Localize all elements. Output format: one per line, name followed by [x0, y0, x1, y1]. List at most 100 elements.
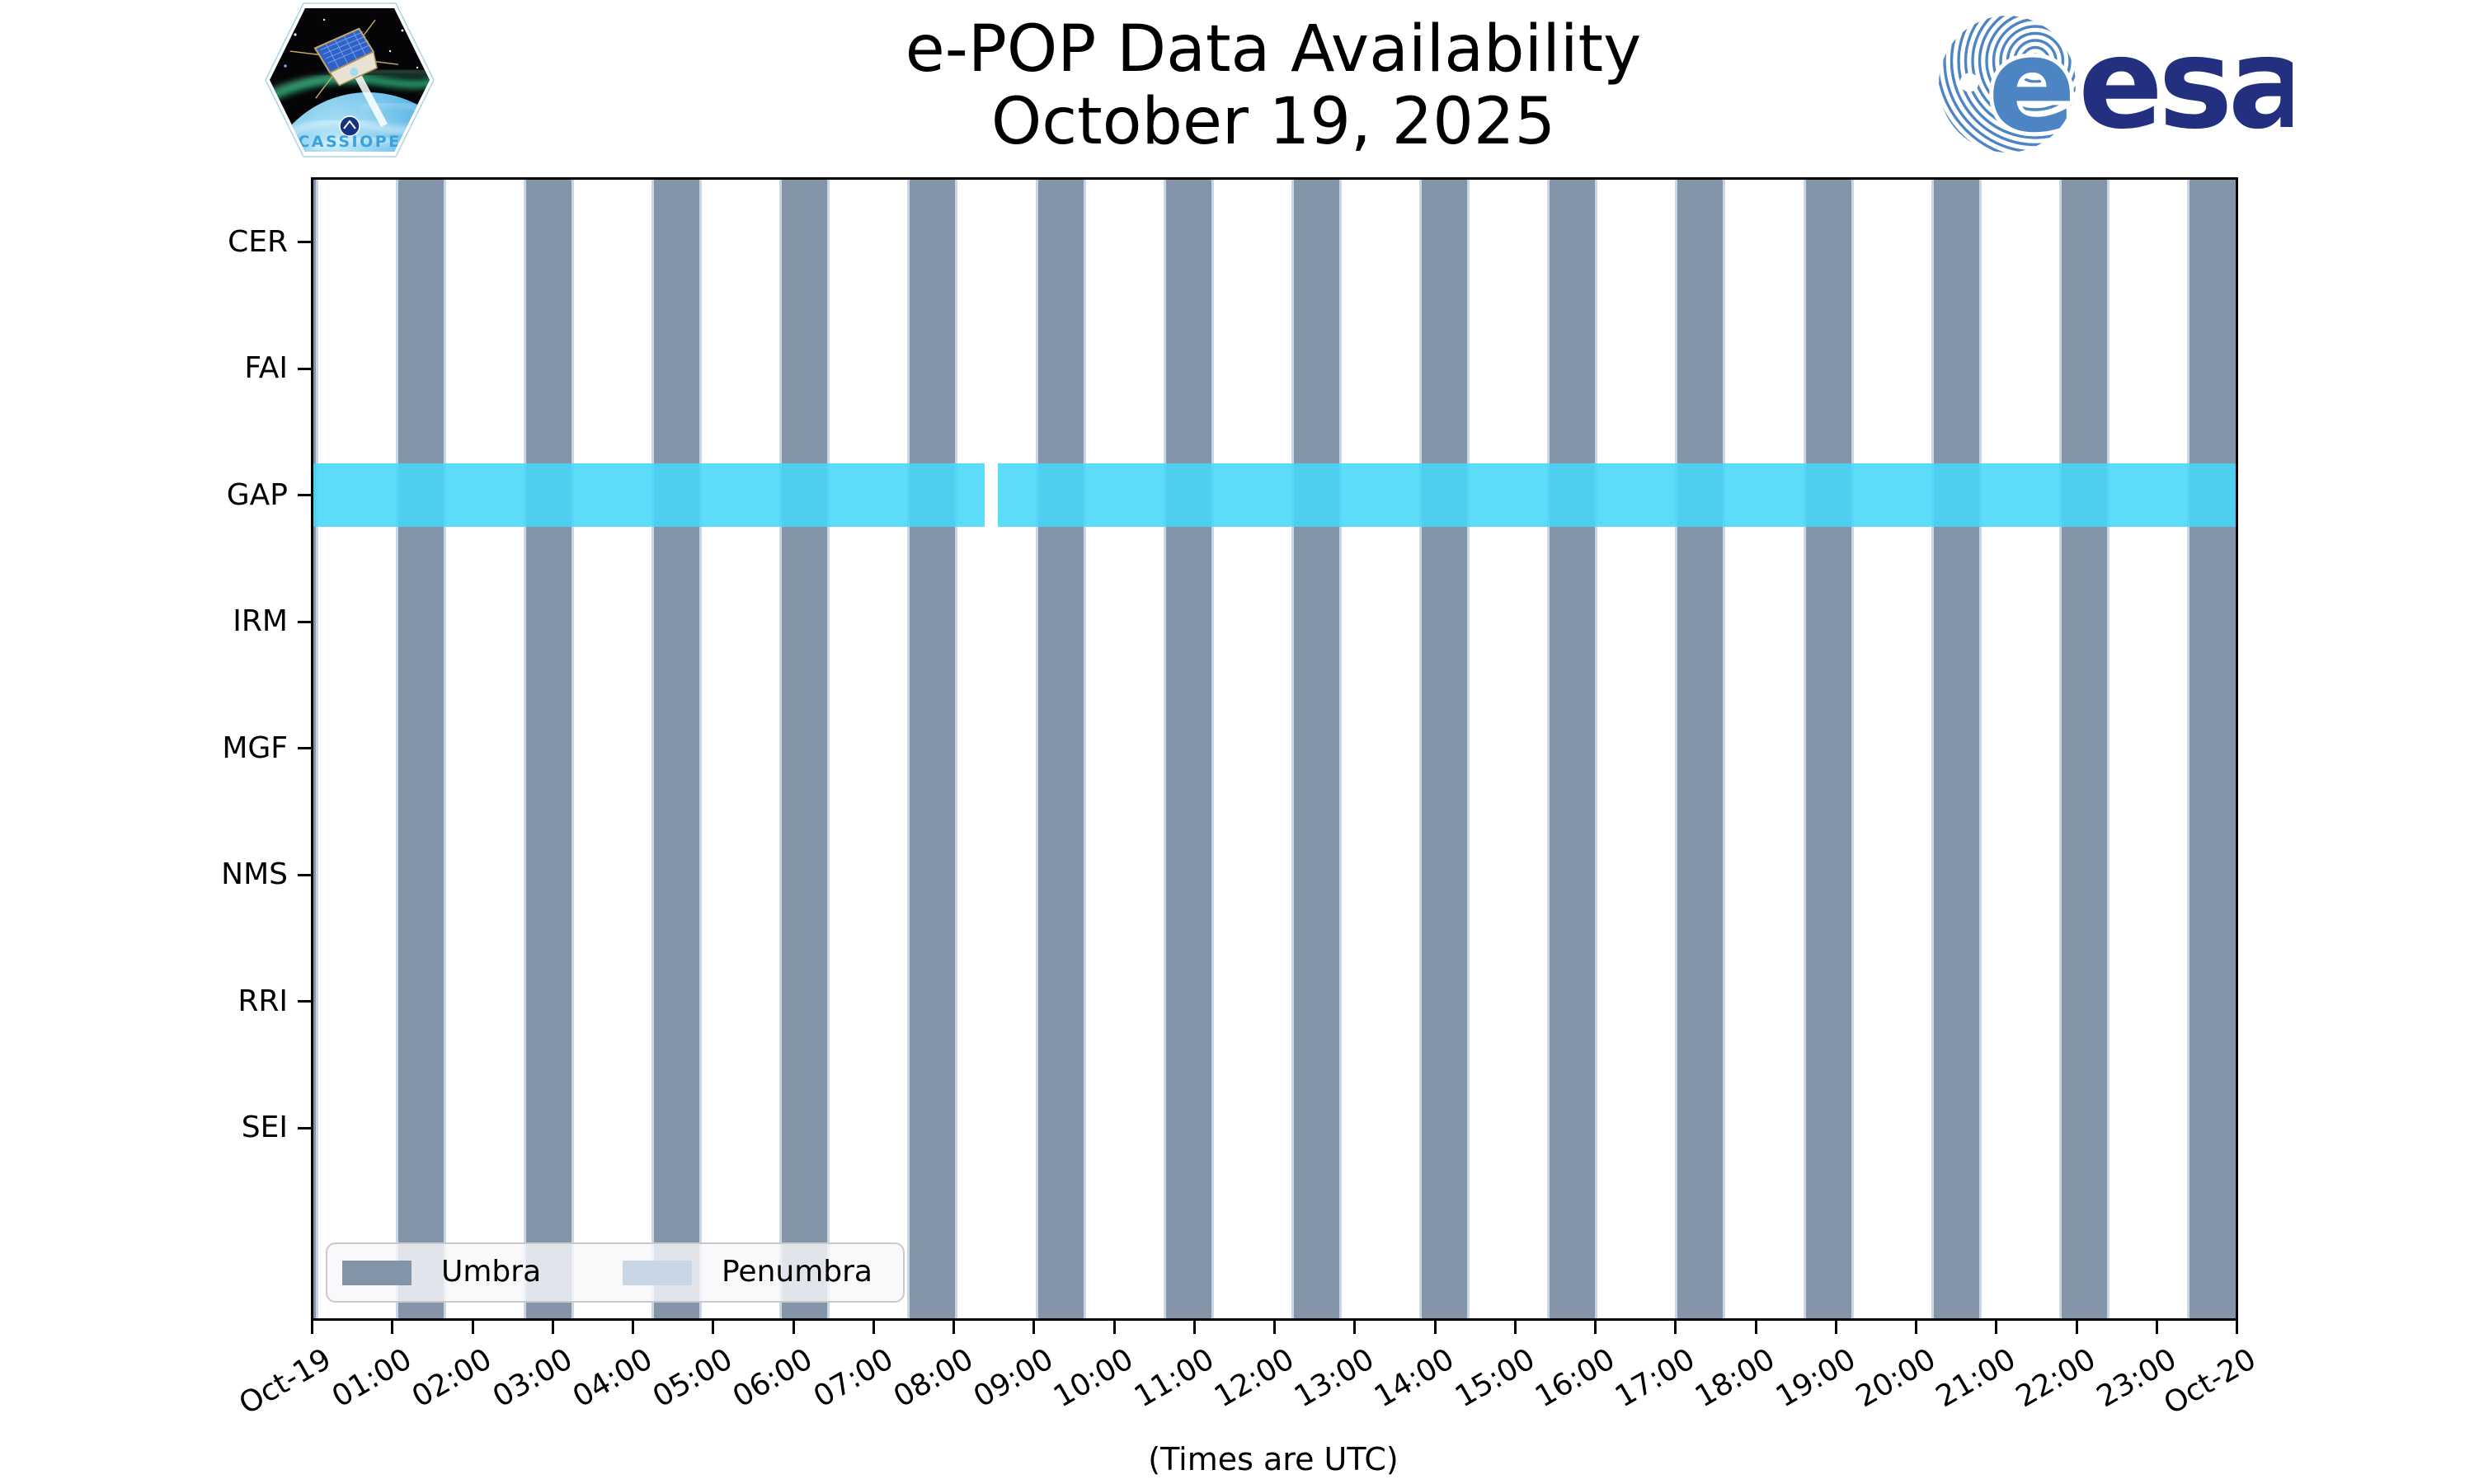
plot-area: Umbra Penumbra	[311, 177, 2238, 1321]
x-tick	[1112, 1321, 1116, 1334]
y-tick	[298, 747, 312, 749]
x-tick-label: 05:00	[647, 1342, 739, 1415]
penumbra-strip	[1083, 180, 1086, 1318]
penumbra-strip	[1467, 180, 1470, 1318]
penumbra-strip	[524, 180, 527, 1318]
x-tick-label: 07:00	[807, 1342, 899, 1415]
availability-bar	[313, 463, 985, 527]
umbra-bar	[654, 180, 700, 1318]
x-tick-label: 22:00	[2011, 1342, 2102, 1415]
x-tick-label: 01:00	[326, 1342, 418, 1415]
x-tick-label: 10:00	[1048, 1342, 1140, 1415]
x-tick-label: 02:00	[407, 1342, 498, 1415]
x-tick	[712, 1321, 715, 1334]
y-tick	[298, 494, 312, 496]
penumbra-strip	[699, 180, 703, 1318]
y-tick	[298, 241, 312, 243]
legend-swatch-umbra	[342, 1261, 412, 1285]
penumbra-strip	[1675, 180, 1678, 1318]
x-tick-label: 15:00	[1449, 1342, 1540, 1415]
x-tick-label: 20:00	[1850, 1342, 1941, 1415]
x-tick	[1433, 1321, 1437, 1334]
penumbra-strip	[1547, 180, 1550, 1318]
y-tick-label-irm: IRM	[233, 604, 288, 638]
x-tick	[2236, 1321, 2238, 1334]
umbra-bar	[782, 180, 828, 1318]
penumbra-strip	[315, 180, 318, 1318]
y-tick	[298, 620, 312, 623]
x-tick-label: Oct-20	[2158, 1342, 2262, 1422]
umbra-bar	[1677, 180, 1724, 1318]
umbra-bar	[526, 180, 572, 1318]
cassiope-label: CASSIOPE	[298, 133, 401, 151]
penumbra-strip	[1291, 180, 1294, 1318]
x-tick	[1513, 1321, 1517, 1334]
penumbra-strip	[1803, 180, 1806, 1318]
x-tick	[1273, 1321, 1276, 1334]
x-tick-label: 18:00	[1690, 1342, 1781, 1415]
penumbra-strip	[1035, 180, 1038, 1318]
penumbra-strip	[443, 180, 446, 1318]
chart-title: e-POP Data Availability	[905, 12, 1642, 87]
x-tick	[632, 1321, 634, 1334]
umbra-bar	[1422, 180, 1468, 1318]
x-tick	[391, 1321, 394, 1334]
chart-title-block: e-POP Data Availability October 19, 2025	[311, 13, 2236, 158]
x-tick	[311, 1321, 313, 1334]
umbra-bar	[1805, 180, 1851, 1318]
penumbra-strip	[571, 180, 575, 1318]
penumbra-strip	[907, 180, 910, 1318]
x-tick-label: 06:00	[727, 1342, 819, 1415]
penumbra-strip	[1419, 180, 1423, 1318]
umbra-bar	[2189, 180, 2236, 1318]
umbra-bar	[1933, 180, 1979, 1318]
penumbra-strip	[2106, 180, 2109, 1318]
legend-swatch-penumbra	[623, 1261, 692, 1285]
penumbra-strip	[2236, 180, 2238, 1318]
penumbra-strip	[1339, 180, 1342, 1318]
y-tick	[298, 367, 312, 370]
x-tick	[471, 1321, 474, 1334]
y-tick	[298, 1126, 312, 1129]
chart-subtitle: October 19, 2025	[990, 85, 1556, 159]
y-tick-label-mgf: MGF	[222, 730, 288, 765]
x-tick	[952, 1321, 955, 1334]
x-tick	[2155, 1321, 2158, 1334]
x-axis-title: (Times are UTC)	[1148, 1441, 1399, 1477]
x-tick	[1032, 1321, 1036, 1334]
x-tick	[2075, 1321, 2078, 1334]
penumbra-strip	[651, 180, 655, 1318]
x-tick	[872, 1321, 875, 1334]
y-tick-label-cer: CER	[228, 224, 288, 259]
x-tick	[1674, 1321, 1677, 1334]
x-tick-label: 11:00	[1128, 1342, 1220, 1415]
x-tick	[1995, 1321, 1998, 1334]
legend: Umbra Penumbra	[326, 1242, 905, 1303]
x-tick	[1834, 1321, 1837, 1334]
y-tick-label-fai: FAI	[244, 351, 288, 385]
y-tick	[298, 1000, 312, 1003]
x-tick-label: 12:00	[1208, 1342, 1300, 1415]
penumbra-strip	[1851, 180, 1854, 1318]
x-tick	[1192, 1321, 1196, 1334]
x-tick-label: 16:00	[1529, 1342, 1620, 1415]
y-tick	[298, 873, 312, 876]
availability-bar	[998, 463, 2236, 527]
legend-label-umbra: Umbra	[441, 1255, 542, 1289]
penumbra-strip	[1595, 180, 1598, 1318]
esa-logo: e esa	[1939, 10, 2293, 157]
x-tick-label: 14:00	[1369, 1342, 1460, 1415]
x-tick-label: 19:00	[1770, 1342, 1861, 1415]
umbra-bar	[2061, 180, 2107, 1318]
x-tick	[1754, 1321, 1757, 1334]
esa-globe-e: e	[1987, 10, 2076, 157]
cassiope-logo: CASSIOPE	[265, 2, 435, 157]
y-tick-label-nms: NMS	[221, 857, 288, 891]
x-tick-label: 03:00	[487, 1342, 578, 1415]
umbra-bar	[1293, 180, 1339, 1318]
umbra-bar	[397, 180, 444, 1318]
x-tick	[1594, 1321, 1597, 1334]
y-tick-label-rri: RRI	[238, 984, 288, 1018]
penumbra-strip	[1211, 180, 1214, 1318]
umbra-bar	[910, 180, 956, 1318]
